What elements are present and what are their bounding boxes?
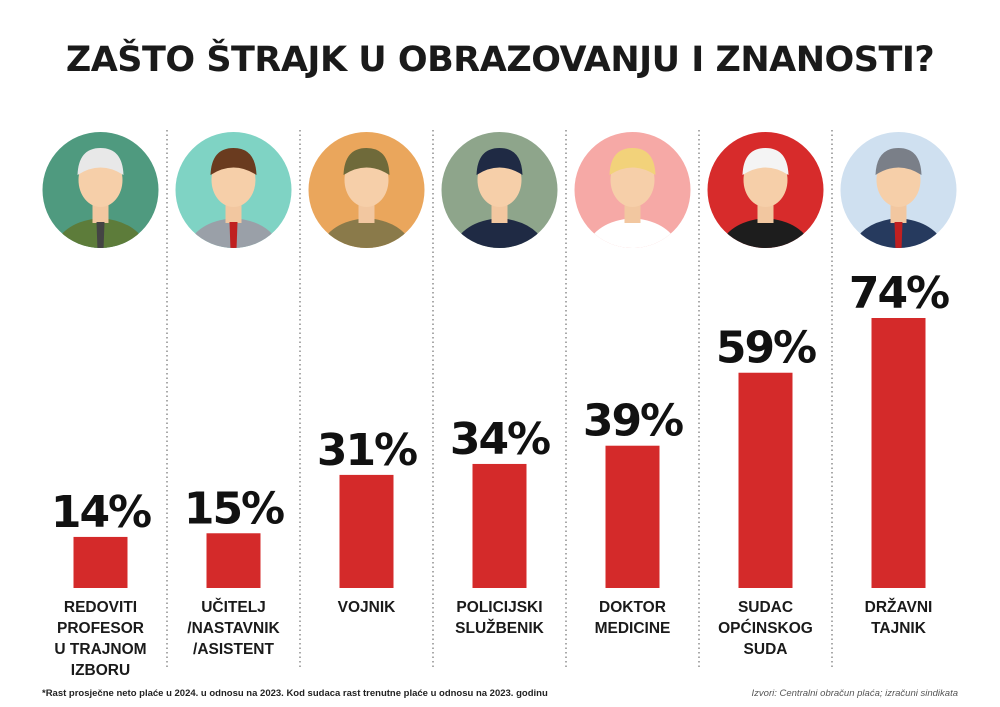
category-label: REDOVITI bbox=[64, 599, 137, 616]
category-label: SUDA bbox=[744, 641, 788, 658]
teacher-icon bbox=[175, 132, 292, 248]
bar bbox=[871, 318, 926, 588]
soldier-icon bbox=[308, 132, 425, 248]
professor-icon bbox=[42, 132, 159, 248]
source-note: Izvori: Centralni obračun plaća; izračun… bbox=[751, 688, 958, 699]
data-label: 34% bbox=[450, 414, 550, 465]
data-label: 14% bbox=[51, 487, 151, 538]
doctor-icon bbox=[574, 132, 691, 248]
data-label: 74% bbox=[849, 268, 949, 319]
bar bbox=[206, 533, 261, 588]
category-label: SLUŽBENIK bbox=[455, 619, 545, 637]
category-label: TAJNIK bbox=[871, 620, 927, 637]
category-label: /NASTAVNIK bbox=[187, 620, 280, 637]
bar bbox=[73, 536, 128, 588]
category-label: DRŽAVNI bbox=[865, 598, 933, 616]
category-label: UČITELJ bbox=[201, 598, 266, 616]
data-label: 59% bbox=[716, 323, 816, 374]
bar bbox=[339, 474, 394, 588]
category-label: PROFESOR bbox=[57, 620, 144, 637]
category-label: DOKTOR bbox=[599, 599, 666, 616]
data-label: 31% bbox=[317, 425, 417, 476]
bar bbox=[472, 463, 527, 588]
footnote: *Rast prosječne neto plaće u 2024. u odn… bbox=[42, 688, 548, 699]
bar bbox=[738, 372, 793, 588]
category-label: OPĆINSKOG bbox=[718, 619, 813, 637]
category-label: VOJNIK bbox=[338, 599, 397, 616]
chart-title: ZAŠTO ŠTRAJK U OBRAZOVANJU I ZNANOSTI? bbox=[65, 40, 935, 80]
category-label: U TRAJNOM bbox=[54, 641, 146, 658]
category-label: MEDICINE bbox=[595, 620, 671, 637]
police-officer-icon bbox=[441, 132, 558, 248]
state-secretary-icon bbox=[840, 132, 957, 248]
category-label: POLICIJSKI bbox=[456, 599, 542, 616]
category-label: /ASISTENT bbox=[193, 641, 274, 658]
bar bbox=[605, 445, 660, 588]
judge-icon bbox=[707, 132, 824, 248]
data-label: 39% bbox=[583, 396, 683, 447]
category-label: SUDAC bbox=[738, 599, 793, 616]
category-label: IZBORU bbox=[71, 662, 130, 679]
data-label: 15% bbox=[184, 483, 284, 534]
